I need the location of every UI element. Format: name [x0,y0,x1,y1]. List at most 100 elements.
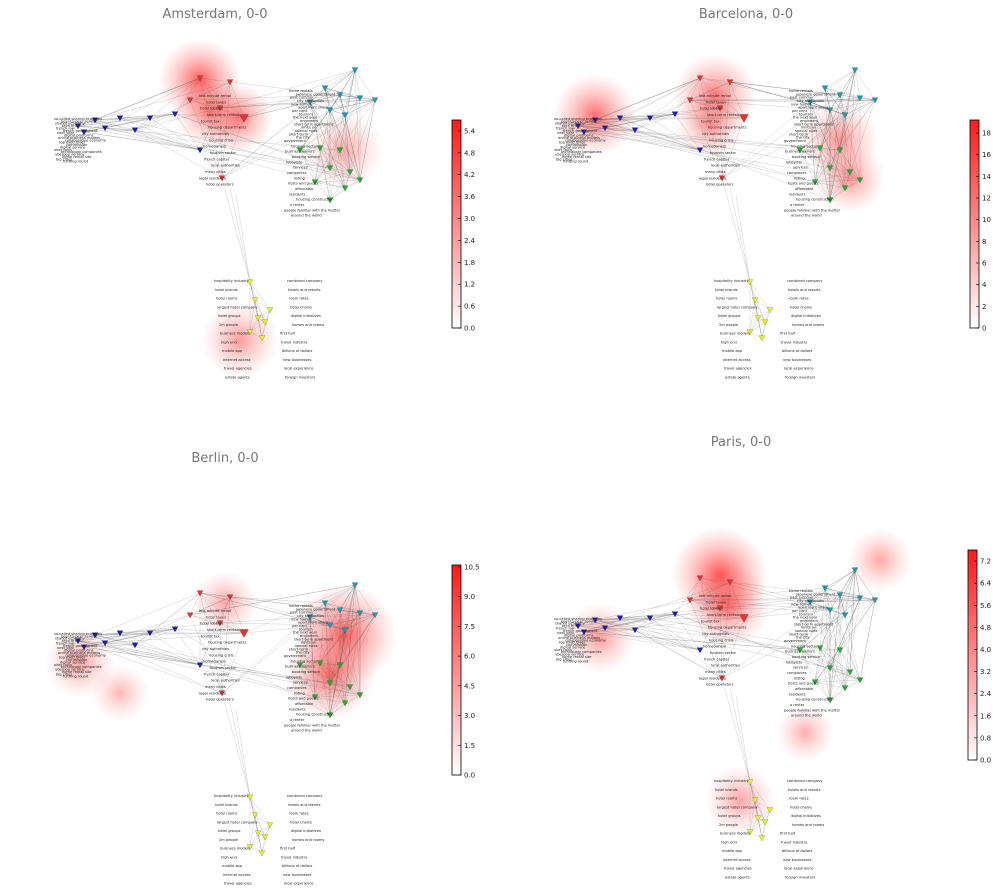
graph-edge [83,644,136,648]
node-label: high end [721,340,737,344]
graph-edge [649,77,701,119]
node-label: per cent [792,609,808,613]
node-label: housing sector [291,659,318,663]
graph-edge [199,77,221,109]
yellow-node-icon [266,307,274,314]
graph-edge [839,114,846,151]
graph-edge [814,179,861,183]
blue-nodes [74,111,204,154]
graph-edge [854,569,876,601]
graph-edge [83,131,201,151]
graph-edge [819,599,876,649]
graph-edge [799,149,831,201]
node-label: digital initiatives [291,314,321,318]
graph-edge [583,629,636,633]
node-label: business models [720,332,750,336]
graph-edge [344,584,356,704]
node-label: short-term [289,132,309,136]
node-label: affordable [795,187,814,191]
node-label: high end [721,840,737,844]
graph-edge [189,81,231,101]
node-label: funding round [63,160,88,164]
blue-node-icon [574,623,582,630]
graph-edge [189,584,356,616]
graph-edge [829,569,856,669]
graph-edge [824,587,846,689]
graph-edge [199,592,223,694]
node-label: uber taxis [554,148,572,152]
node-label: estate agents [225,375,250,379]
blue-node-icon [146,115,154,122]
graph-edge [604,127,701,151]
node-label: tourism [799,112,813,116]
heat-blob [674,89,746,161]
yellow-node-icon [751,797,759,804]
node-label: housing departments [708,626,747,630]
node-label: hosts and guests [288,182,319,186]
graph-edge [729,687,751,783]
graph-edge [299,664,351,688]
graph-edge [243,584,356,634]
graph-edge [799,149,851,173]
graph-edge [743,601,811,619]
cyan-node-icon [371,97,379,104]
graph-edge [674,113,701,151]
node-label: city authorities [297,99,324,103]
graph-edge [844,599,876,616]
graph-edge [219,616,311,624]
graph-edge [839,94,851,173]
node-label: first half [280,332,296,336]
graph-edge [299,149,346,189]
node-label: hospitality industry [714,279,750,283]
colorbar-tick-label: 0.0 [464,772,475,780]
heat-blob [193,571,257,635]
green-node-icon [356,692,364,699]
node-label: short-term rentals [707,113,740,117]
node-label: top executives [559,141,585,145]
node-label: largest hotel company [717,805,758,809]
graph-edge [799,649,846,689]
cyan-node-icon [856,595,864,602]
node-label: hotel operators [706,183,734,187]
graph-edge [83,632,121,648]
node-label: engineers [300,119,318,123]
blue-node-icon [631,627,639,634]
graph-edge [344,686,351,704]
graph-edge [339,664,346,704]
graph-edge [339,664,361,696]
graph-edge [814,599,876,683]
graph-edge [249,796,256,816]
graph-edge [349,97,361,173]
graph-edge [829,667,861,681]
node-label: apartment share [798,606,829,610]
graph-edge [799,149,831,169]
graph-edge [77,634,96,642]
graph-edge [594,619,801,651]
graph-edge [604,613,676,629]
node-label: so-called sharing economy [554,617,603,621]
graph-edge [809,601,841,651]
graph-edge [829,569,856,611]
graph-edge [77,628,176,642]
colorbar-tick-label: 4 [982,281,987,289]
graph-edge [749,309,771,333]
graph-edge [199,592,221,624]
graph-edge [583,617,621,633]
node-label: room rates [789,797,809,801]
edges [77,584,376,854]
graph-edge [577,125,701,151]
graph-edge [721,81,731,179]
graph-edge [309,94,341,103]
node-label: home rental site [562,155,592,159]
node-label: 2m people [719,823,739,827]
graph-edge [689,599,723,679]
node-label: combined company [287,794,323,798]
graph-edge [83,614,191,648]
graph-edge [309,101,341,151]
colorbar-tick-label: 1.8 [464,259,475,267]
graph-edge [809,69,856,103]
graph-edge [189,614,221,624]
colorbar-tick-label: 18 [982,130,991,138]
